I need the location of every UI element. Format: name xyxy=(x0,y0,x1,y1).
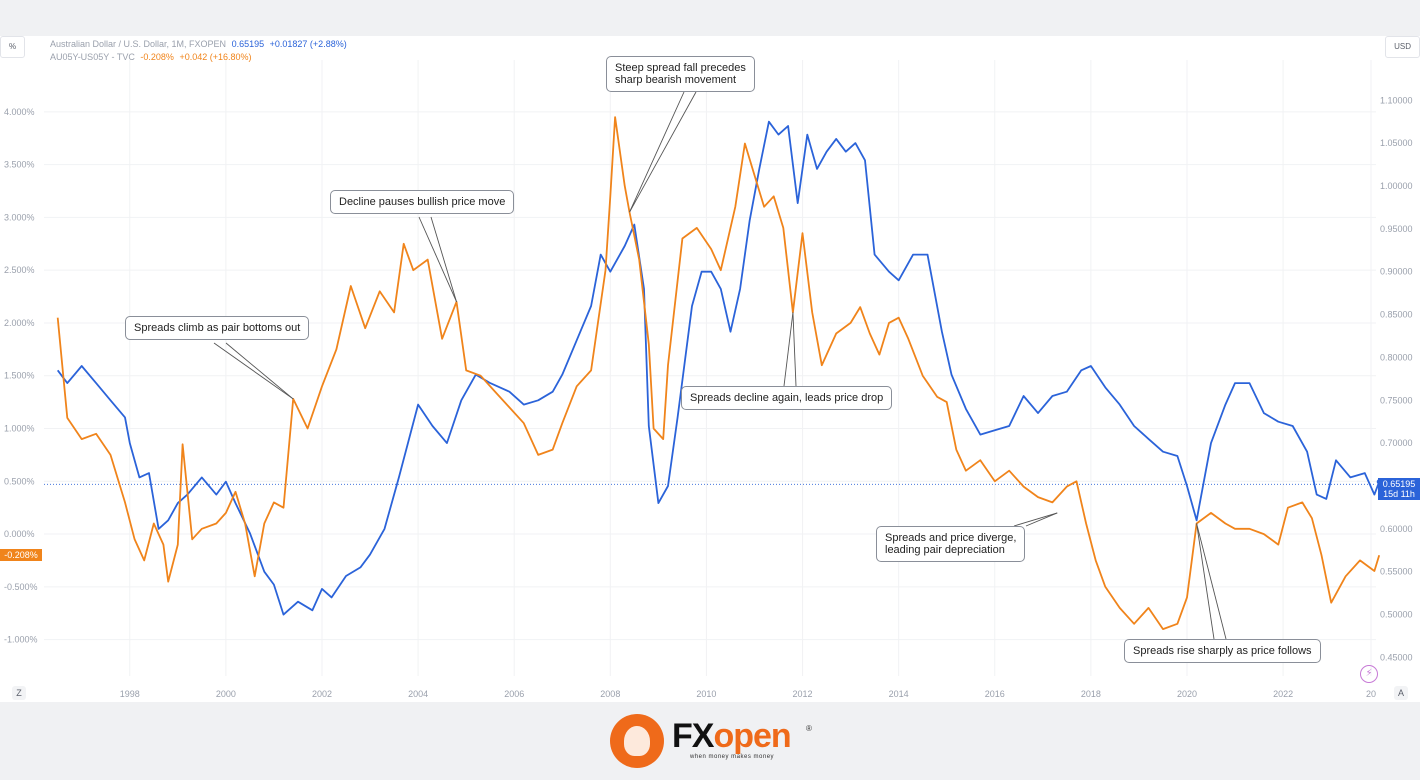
current-price-tag: 0.65195 15d 11h xyxy=(1378,478,1420,501)
legend-aud-price: 0.65195 xyxy=(231,39,265,49)
annotation-spreads-climb[interactable]: Spreads climb as pair bottoms out xyxy=(125,316,310,340)
y-left-tick-label: 1.000% xyxy=(4,424,35,434)
chart-canvas[interactable]: 4.000% 3.500% 3.000% 2.500% 2.000% 1.500% 1.00… xyxy=(0,36,1420,702)
y-right-tick-label: 1.05000 xyxy=(1380,138,1413,148)
annotation-decline-pauses[interactable]: Decline pauses bullish price move xyxy=(330,190,515,214)
annotation-leader xyxy=(783,312,794,387)
x-tick-label: 2018 xyxy=(1081,689,1101,699)
y-right-tick-label: 0.50000 xyxy=(1380,610,1413,620)
aud-series-line xyxy=(56,120,1381,616)
y-right-tick-label: 0.75000 xyxy=(1380,395,1413,405)
lightning-icon[interactable]: ⚡ xyxy=(1360,665,1378,683)
x-tick-label: 2012 xyxy=(793,689,813,699)
x-tick-label: 2006 xyxy=(504,689,524,699)
legend-aud-label: Australian Dollar / U.S. Dollar, 1M, FXO… xyxy=(50,39,227,49)
current-price-value: 0.65195 xyxy=(1382,479,1416,490)
y-right-tick-label: 0.70000 xyxy=(1380,438,1413,448)
annotation-leader xyxy=(792,312,797,387)
y-left-tick-label: -1.000% xyxy=(4,635,38,645)
y-left-tick-label: 2.500% xyxy=(4,265,35,275)
annotation-line: Spreads climb as pair bottoms out xyxy=(134,322,301,334)
spread-series-line xyxy=(56,116,1381,630)
annotation-spreads-rise[interactable]: Spreads rise sharply as price follows xyxy=(1124,639,1321,663)
annotation-line: Spreads rise sharply as price follows xyxy=(1133,645,1312,657)
y-left-tick-label: 3.500% xyxy=(4,160,35,170)
x-tick-label: 2004 xyxy=(408,689,428,699)
annotation-spreads-diverge[interactable]: Spreads and price diverge, leading pair d… xyxy=(876,526,1026,562)
annotation-spreads-decline-again[interactable]: Spreads decline again, leads price drop xyxy=(681,386,893,410)
y-left-tick-label: 3.000% xyxy=(4,212,35,222)
x-tick-label: 2000 xyxy=(216,689,236,699)
y-left-tick-label: -0.500% xyxy=(4,582,38,592)
logo-wordmark: FXopen xyxy=(672,717,792,755)
annotation-line: Spreads and price diverge, xyxy=(885,532,1017,544)
left-axis-unit[interactable]: % xyxy=(0,36,26,58)
legend-spread-label: AU05Y-US05Y - TVC xyxy=(50,52,135,62)
right-axis-unit[interactable]: USD xyxy=(1385,36,1420,58)
x-tick-label: 20 xyxy=(1366,689,1376,699)
y-left-tick-label: 0.000% xyxy=(4,529,35,539)
x-tick-label: 2020 xyxy=(1177,689,1197,699)
annotation-leader xyxy=(430,216,457,302)
annotation-leader xyxy=(629,91,697,213)
zoom-button[interactable]: Z xyxy=(12,686,26,700)
x-tick-label: 2022 xyxy=(1273,689,1293,699)
auto-scale-button[interactable]: A xyxy=(1394,686,1408,700)
annotation-leader xyxy=(629,91,685,213)
x-tick-label: 2002 xyxy=(312,689,332,699)
y-right-tick-label: 0.85000 xyxy=(1380,310,1413,320)
y-right-tick-label: 0.90000 xyxy=(1380,267,1413,277)
x-tick-label: 2016 xyxy=(985,689,1005,699)
logo-fx: FX xyxy=(672,717,714,755)
annotation-leader xyxy=(1196,523,1215,640)
x-tick-label: 2014 xyxy=(889,689,909,699)
logo-open: open xyxy=(713,717,791,755)
annotation-line: leading pair depreciation xyxy=(885,544,1005,556)
legend-spread-value: -0.208% xyxy=(140,52,174,62)
y-left-tick-label: 1.500% xyxy=(4,371,35,381)
annotation-leader xyxy=(225,342,294,400)
legend-aud-change: +0.01827 (+2.88%) xyxy=(269,39,347,49)
y-left-tick-label: 2.000% xyxy=(4,318,35,328)
x-tick-label: 2010 xyxy=(696,689,716,699)
annotation-leader xyxy=(1196,523,1227,640)
y-left-tick-label: 0.500% xyxy=(4,476,35,486)
candle-countdown: 15d 11h xyxy=(1383,489,1415,500)
y-right-tick-label: 0.60000 xyxy=(1380,524,1413,534)
y-right-tick-label: 0.45000 xyxy=(1380,652,1413,662)
annotation-line: sharp bearish movement xyxy=(615,74,737,86)
legend-aud[interactable]: Australian Dollar / U.S. Dollar, 1M, FXO… xyxy=(50,39,350,49)
y-right-tick-label: 0.55000 xyxy=(1380,567,1413,577)
x-tick-label: 1998 xyxy=(120,689,140,699)
y-right-tick-label: 1.10000 xyxy=(1380,95,1413,105)
annotation-line: Steep spread fall precedes xyxy=(615,62,746,74)
y-right-tick-label: 0.95000 xyxy=(1380,224,1413,234)
fox-icon xyxy=(610,714,664,768)
legend-spread[interactable]: AU05Y-US05Y - TVC -0.208% +0.042 (+16.80… xyxy=(50,52,255,62)
y-right-tick-label: 0.80000 xyxy=(1380,352,1413,362)
annotation-leader xyxy=(418,216,457,303)
annotation-line: Decline pauses bullish price move xyxy=(339,196,506,208)
y-left-tick-label: 4.000% xyxy=(4,107,35,117)
y-right-tick-label: 1.00000 xyxy=(1380,181,1413,191)
chart-panel: 4.000% 3.500% 3.000% 2.500% 2.000% 1.500% 1.00… xyxy=(0,36,1420,702)
annotation-line: Spreads decline again, leads price drop xyxy=(690,392,884,404)
x-tick-label: 2008 xyxy=(600,689,620,699)
annotation-leader xyxy=(213,342,294,400)
annotation-leader xyxy=(1025,512,1058,527)
current-spread-tag: -0.208% xyxy=(0,549,42,562)
fxopen-logo: FXopen ® when money makes money xyxy=(610,712,820,772)
logo-registered: ® xyxy=(806,724,812,733)
annotation-steep-fall[interactable]: Steep spread fall precedes sharp bearish … xyxy=(606,56,755,92)
logo-tagline: when money makes money xyxy=(690,754,775,760)
legend-spread-change: +0.042 (+16.80%) xyxy=(179,52,252,62)
annotation-leader xyxy=(1013,512,1058,527)
